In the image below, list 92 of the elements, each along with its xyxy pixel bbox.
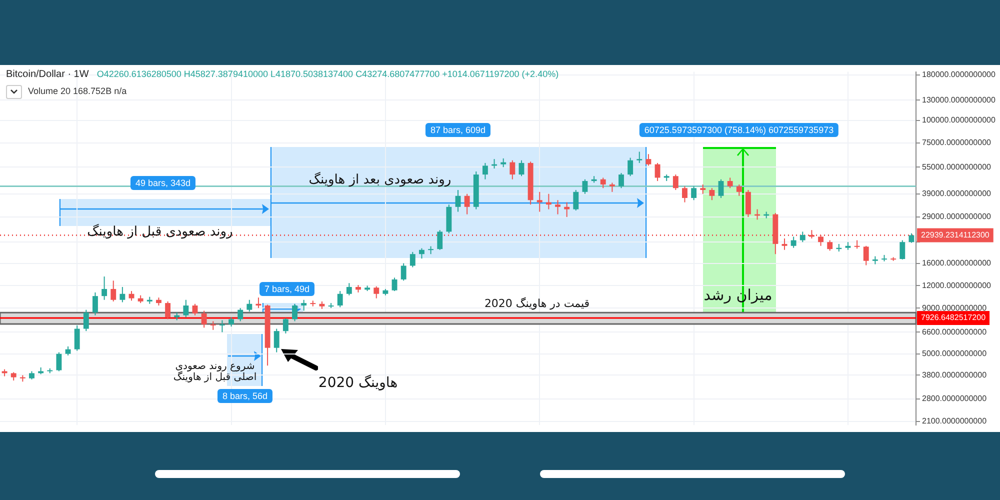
candlestick <box>74 324 80 352</box>
y-tick-label: 9000.0000000000 <box>922 303 988 312</box>
annotation: روند صعودی بعد از هاوینگ <box>308 172 452 188</box>
candlestick <box>736 184 742 196</box>
y-tick-label: 3800.0000000000 <box>922 370 988 380</box>
candlestick <box>745 189 751 218</box>
ref-line-label: 22939.2314112300 <box>921 230 990 240</box>
candlestick <box>827 240 833 252</box>
candlestick <box>92 292 98 316</box>
y-tick-label: 12000.0000000000 <box>922 280 992 290</box>
candlestick <box>201 310 207 328</box>
candlestick <box>691 186 697 201</box>
annotation: هاوینگ 2020 <box>318 375 398 391</box>
candlestick <box>718 178 724 198</box>
candlestick <box>192 303 198 316</box>
candlestick <box>628 157 634 177</box>
candlestick <box>165 300 171 320</box>
candlestick <box>555 200 560 215</box>
y-tick-label: 16000.0000000000 <box>922 258 992 268</box>
candlestick <box>102 276 108 300</box>
candlestick <box>400 262 406 282</box>
candlestick <box>482 162 488 180</box>
y-tick-label: 180000.0000000000 <box>922 70 996 79</box>
candlestick <box>564 202 570 218</box>
annotation: شروع روند صعودی اصلی قبل از هاوینگ <box>172 361 258 383</box>
candlestick <box>183 299 189 318</box>
candlestick <box>410 251 416 268</box>
y-tick-label: 130000.0000000000 <box>922 95 996 104</box>
candlestick <box>636 151 642 164</box>
candlestick <box>83 309 89 332</box>
candlestick <box>600 177 606 189</box>
candlestick <box>782 238 788 250</box>
candlestick <box>908 232 914 244</box>
annotation: روند صعودی قبل از هاوینگ <box>87 224 233 240</box>
y-tick-label: 5000.0000000000 <box>922 349 988 358</box>
y-tick-label: 2100.0000000000 <box>922 416 988 426</box>
candlestick <box>510 160 516 180</box>
candlestick <box>228 316 234 328</box>
y-tick-label: 6600.0000000000 <box>922 327 988 336</box>
y-tick-label: 39000.0000000000 <box>922 189 992 198</box>
candlestick <box>346 282 352 296</box>
candlestick <box>618 172 624 189</box>
y-tick-label: 75000.0000000000 <box>922 138 992 148</box>
y-tick-label: 2800.0000000000 <box>922 394 988 404</box>
annotation: 49 bars, 343d <box>130 176 196 190</box>
candlestick <box>546 193 552 210</box>
candlestick <box>56 352 62 372</box>
y-tick-label: 100000.0000000000 <box>922 116 996 125</box>
annotation: 60725.5973597300 (758.14%) 6072559735973 <box>639 123 839 137</box>
candlestick <box>900 240 906 260</box>
candlestick <box>238 308 244 322</box>
annotation: 7 bars, 49d <box>259 282 315 296</box>
ref-line-label: 7926.6482517200 <box>921 313 986 322</box>
candlestick <box>437 230 443 250</box>
candlestick <box>518 160 524 177</box>
candlestick <box>536 191 542 212</box>
candlestick <box>210 320 216 330</box>
candlestick <box>128 290 134 302</box>
annotation: 87 bars, 609d <box>425 123 491 137</box>
candlestick <box>392 277 398 292</box>
candlestick <box>274 328 280 353</box>
candlestick <box>800 231 806 243</box>
candlestick <box>863 245 869 266</box>
candlestick <box>246 299 252 312</box>
chart-subtitle: O42260.6136280500 H45827.3879410000 L41870.5038137400 C43274.6807477700 +1014.0671197200 (+2.40%) <box>96 69 559 79</box>
candlestick <box>709 188 715 201</box>
candlestick <box>219 320 225 333</box>
candlestick <box>292 303 298 322</box>
candlestick <box>700 184 706 194</box>
candlestick <box>646 154 652 166</box>
candlestick <box>672 174 678 190</box>
chart-title: Bitcoin/Dollar · 1W <box>6 69 89 80</box>
band-label: قیمت در هاوینگ 2020 <box>484 296 590 310</box>
candlestick <box>337 290 343 308</box>
candlestick <box>464 193 470 215</box>
candlestick <box>682 186 688 203</box>
candlestick <box>790 236 796 248</box>
y-tick-label: 29000.0000000000 <box>922 212 992 222</box>
y-tick-label: 55000.0000000000 <box>922 162 992 172</box>
candlestick <box>374 286 380 299</box>
candlestick <box>110 280 116 302</box>
candlestick <box>582 178 588 194</box>
candlestick <box>419 248 424 260</box>
candlestick <box>727 177 733 189</box>
annotation: Volume 20 168.752B n/a <box>28 86 127 96</box>
candlestick <box>120 286 126 303</box>
candlestick <box>282 318 288 334</box>
annotation: 8 bars, 56d <box>217 389 273 403</box>
candlestick <box>301 299 307 312</box>
candlestick <box>455 189 461 212</box>
candlestick <box>573 189 579 212</box>
candlestick <box>609 182 615 192</box>
